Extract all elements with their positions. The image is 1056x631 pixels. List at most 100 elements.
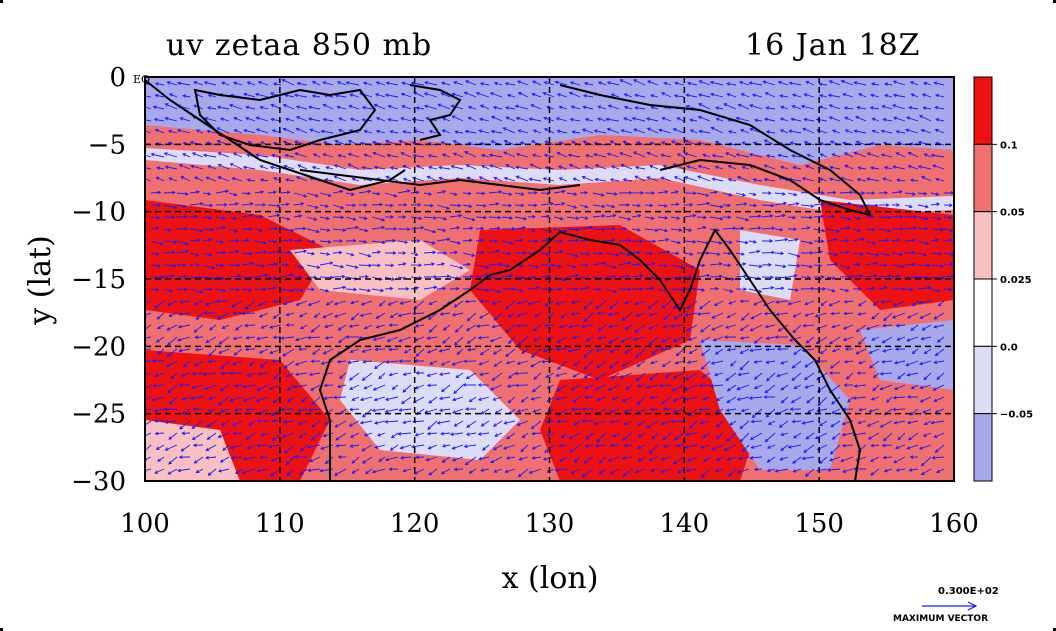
wind-vector (150, 288, 159, 291)
wind-vector (935, 408, 945, 413)
wind-vector-head (740, 226, 745, 231)
wind-vector (699, 80, 711, 86)
wind-vector (791, 155, 802, 158)
wind-vector (542, 92, 555, 98)
wind-vector (844, 164, 854, 170)
wind-vector (611, 165, 620, 170)
wind-vector (245, 117, 256, 122)
wind-vector-head (868, 409, 873, 413)
wind-vector (829, 336, 841, 345)
wind-vector-head (597, 287, 602, 292)
wind-vector-head (857, 286, 862, 291)
wind-vector (738, 104, 750, 110)
wind-vector (569, 432, 581, 440)
wind-vector (205, 300, 217, 306)
wind-vector (608, 336, 620, 344)
wind-vector-head (341, 274, 346, 279)
wind-vector-head (494, 433, 499, 437)
wind-vector (254, 215, 263, 218)
wind-vector (429, 360, 438, 365)
wind-vector (623, 178, 633, 182)
wind-vector-head (206, 423, 210, 428)
wind-vector (605, 192, 618, 195)
wind-vector (644, 228, 658, 231)
wind-vector-head (334, 139, 339, 144)
wind-vector-head (909, 411, 914, 416)
wind-vector-head (286, 387, 291, 391)
wind-vector-head (432, 229, 437, 234)
wind-vector-head (246, 81, 251, 85)
wind-vector (815, 312, 828, 317)
wind-vector (791, 372, 802, 381)
wind-vector-head (663, 81, 668, 86)
wind-vector-head (661, 363, 666, 367)
wind-vector-head (249, 275, 254, 280)
wind-vector-head (795, 288, 799, 292)
wind-vector-head (572, 264, 577, 269)
plot-time-label: 16 Jan 18Z (745, 28, 921, 63)
wind-vector-head (393, 227, 398, 231)
wind-vector (388, 118, 399, 122)
wind-vector-head (273, 190, 277, 195)
wind-vector-head (199, 290, 204, 294)
wind-vector-head (309, 128, 314, 132)
wind-vector-head (595, 348, 600, 352)
wind-vector (475, 264, 489, 268)
wind-vector (310, 384, 321, 391)
wind-vector-head (767, 421, 772, 425)
wind-vector (934, 324, 945, 328)
wind-vector-head (560, 315, 565, 319)
wind-vector-head (739, 438, 744, 443)
wind-vector (943, 252, 954, 256)
wind-vector-head (556, 129, 561, 134)
wind-vector (897, 141, 906, 146)
wind-vector (559, 106, 568, 110)
wind-vector-head (287, 251, 292, 255)
wind-vector-head (243, 129, 248, 133)
wind-vector (568, 154, 581, 158)
wind-vector (722, 192, 732, 197)
wind-vector-head (872, 387, 877, 392)
wind-vector-head (880, 153, 885, 157)
wind-vector (780, 106, 789, 110)
wind-vector-head (166, 363, 170, 368)
wind-vector (728, 300, 737, 305)
wind-vector-head (842, 469, 847, 474)
wind-vector-head (442, 117, 447, 121)
wind-vector-head (702, 153, 707, 158)
wind-vector-head (819, 153, 824, 157)
wind-vector-head (749, 327, 754, 332)
wind-vector (466, 324, 477, 331)
wind-vector (813, 215, 824, 218)
colorbar-level-label: −0.05 (1000, 410, 1033, 421)
wind-vector (624, 106, 633, 110)
wind-vector (312, 95, 321, 98)
wind-vector (340, 408, 347, 414)
coast-borneo (193, 88, 377, 152)
wind-vector-head (140, 176, 143, 179)
wind-vector-head (568, 91, 573, 96)
wind-vector (145, 384, 152, 390)
wind-vector-head (792, 460, 796, 464)
wind-vector-head (338, 339, 342, 344)
wind-vector (699, 300, 711, 310)
wind-vector-head (290, 288, 295, 293)
wind-vector-head (650, 105, 655, 110)
wind-vector-head (284, 153, 289, 158)
wind-vector (919, 444, 932, 450)
wind-vector-head (491, 301, 496, 305)
x-tick-label: 100 (120, 509, 170, 539)
wind-vector (206, 142, 217, 146)
wind-vector (241, 214, 254, 218)
wind-vector (896, 152, 906, 158)
wind-vector (622, 468, 633, 477)
wind-vector (570, 118, 581, 122)
wind-vector-head (934, 128, 939, 133)
wind-vector (334, 300, 347, 305)
wind-vector-head (489, 387, 494, 391)
wind-vector (778, 154, 789, 158)
wind-vector-head (891, 407, 896, 412)
wind-vector-head (531, 354, 535, 358)
wind-vector-head (208, 252, 213, 257)
wind-vector-head (689, 424, 694, 429)
